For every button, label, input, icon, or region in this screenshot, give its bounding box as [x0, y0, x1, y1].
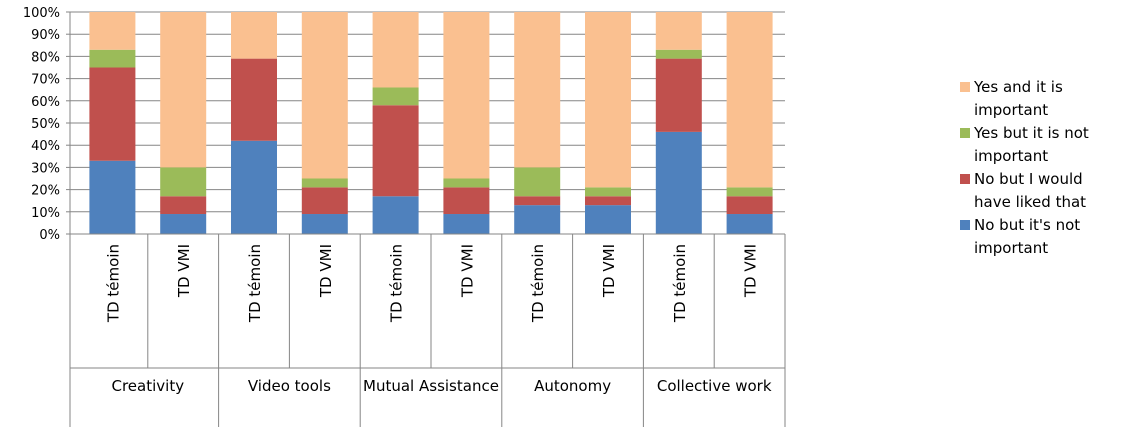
x-tick-label: TD VMI — [317, 244, 335, 298]
x-tick-label: TD témoin — [246, 244, 264, 323]
legend-label: No but it's not important — [974, 216, 1081, 257]
bar-segment — [301, 187, 348, 215]
bar-segment — [89, 160, 136, 234]
y-tick-label: 20% — [31, 184, 60, 199]
x-tick-label: TD témoin — [388, 244, 406, 323]
y-tick-label: 50% — [31, 117, 60, 132]
bar-segment — [160, 196, 207, 215]
bar-segment — [514, 12, 561, 168]
bar-segment — [372, 105, 419, 197]
legend-item: Yes but it is not important — [960, 122, 1124, 168]
bar-segment — [585, 205, 631, 234]
y-tick-label: 40% — [31, 139, 60, 154]
bar-segment — [160, 167, 207, 197]
bar-segment — [443, 187, 490, 215]
legend: Yes and it is important Yes but it is not… — [960, 76, 1140, 260]
bar-segment — [301, 214, 348, 234]
bar-segment — [443, 178, 490, 188]
x-tick-label: TD VMI — [742, 244, 760, 298]
group-label: Mutual Assistance — [363, 377, 499, 395]
bar-segment — [514, 205, 561, 234]
legend-swatch — [960, 220, 970, 230]
legend-item: No but it's not important — [960, 214, 1124, 260]
bar-segment — [301, 12, 348, 179]
legend-item: No but I would have liked that — [960, 168, 1124, 214]
bar-segment — [443, 214, 490, 234]
y-tick-label: 70% — [31, 73, 60, 88]
legend-label: Yes and it is important — [974, 78, 1063, 119]
x-tick-label: TD VMI — [458, 244, 476, 298]
bar-segment — [89, 49, 136, 68]
legend-swatch — [960, 82, 970, 92]
bar-segment — [301, 178, 348, 188]
bar-segment — [726, 12, 773, 188]
bar-segment — [514, 167, 561, 197]
y-tick-label: 60% — [31, 95, 60, 110]
bar-segment — [160, 12, 207, 168]
bar-segment — [726, 214, 773, 234]
x-tick-label: TD témoin — [671, 244, 689, 323]
bar-segment — [655, 49, 702, 59]
bar-segment — [231, 12, 277, 59]
x-tick-label: TD VMI — [175, 244, 193, 298]
y-tick-label: 0% — [39, 228, 60, 243]
bar-segment — [585, 196, 631, 206]
group-label: Creativity — [111, 377, 185, 395]
bar-segment — [585, 187, 631, 197]
legend-swatch — [960, 174, 970, 184]
bar-segment — [231, 58, 277, 141]
bar-segment — [655, 58, 702, 132]
legend-label: No but I would have liked that — [974, 170, 1087, 211]
bar-segment — [726, 196, 773, 215]
bar-segment — [655, 131, 702, 234]
y-tick-label: 30% — [31, 161, 60, 176]
bar-segment — [231, 140, 277, 234]
bar-segment — [372, 12, 419, 88]
group-label: Video tools — [247, 377, 331, 395]
y-tick-label: 10% — [31, 206, 60, 221]
bar-segment — [655, 12, 702, 50]
group-label: Autonomy — [534, 377, 612, 395]
legend-label: Yes but it is not important — [974, 124, 1089, 165]
legend-swatch — [960, 128, 970, 138]
bar-segment — [443, 12, 490, 179]
x-tick-label: TD VMI — [600, 244, 618, 298]
bar-segment — [372, 196, 419, 234]
bar-segment — [89, 67, 136, 161]
bar-segment — [585, 12, 631, 188]
bar-segment — [726, 187, 773, 197]
bar-segment — [160, 214, 207, 234]
y-tick-label: 100% — [23, 6, 60, 21]
group-label: Collective work — [656, 377, 772, 395]
legend-item: Yes and it is important — [960, 76, 1124, 122]
bar-segment — [514, 196, 561, 206]
bar-segment — [372, 87, 419, 106]
bar-segment — [89, 12, 136, 50]
x-tick-label: TD témoin — [529, 244, 547, 323]
y-tick-label: 90% — [31, 28, 60, 43]
y-tick-label: 80% — [31, 50, 60, 65]
x-tick-label: TD témoin — [104, 244, 122, 323]
